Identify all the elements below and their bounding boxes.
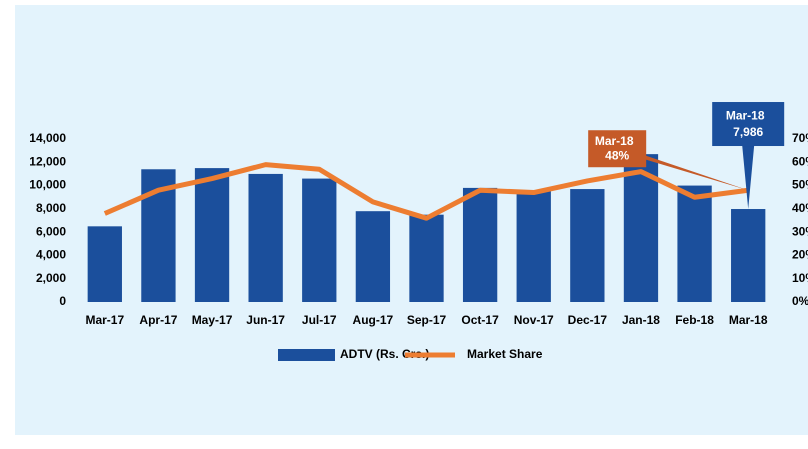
- x-tick-label: Nov-17: [514, 313, 554, 327]
- x-tick-label: Jun-17: [246, 313, 285, 327]
- y2-tick-label: 70%: [792, 131, 808, 145]
- y-tick-label: 4,000: [36, 248, 66, 262]
- bar: [731, 209, 766, 302]
- y-tick-label: 10,000: [29, 178, 66, 192]
- legend-label: ADTV (Rs. Crs.): [340, 347, 429, 361]
- legend-swatch: [278, 349, 335, 361]
- x-tick-label: Dec-17: [568, 313, 608, 327]
- y-tick-label: 6,000: [36, 224, 66, 238]
- y-tick-label: 12,000: [29, 154, 66, 168]
- callout-category: Mar-18: [726, 108, 765, 122]
- callout-box: [588, 130, 647, 168]
- line: [103, 162, 749, 221]
- bar: [570, 189, 605, 302]
- callout-box: [712, 102, 785, 147]
- x-tick-label: May-17: [192, 313, 233, 327]
- x-tick-label: Jul-17: [302, 313, 337, 327]
- y2-tick-label: 60%: [792, 154, 808, 168]
- x-tick-label: Mar-17: [85, 313, 124, 327]
- bar: [462, 187, 498, 302]
- y2-tick-label: 40%: [792, 201, 808, 215]
- x-tick-label: Oct-17: [461, 313, 499, 327]
- x-tick-label: Mar-18: [729, 313, 768, 327]
- bar: [302, 178, 337, 302]
- bar: [248, 173, 283, 302]
- callout-value: 48%: [605, 148, 629, 162]
- y2-tick-label: 50%: [792, 178, 808, 192]
- y2-tick-label: 10%: [792, 271, 808, 285]
- y2-tick-label: 0%: [792, 294, 808, 308]
- callout-value: 7,986: [733, 125, 763, 139]
- bar: [87, 226, 122, 302]
- y2-tick-label: 30%: [792, 224, 808, 238]
- bar: [194, 168, 230, 302]
- x-tick-label: Sep-17: [407, 313, 447, 327]
- bar: [355, 211, 391, 302]
- y-tick-label: 14,000: [29, 131, 66, 145]
- legend-label: Market Share: [467, 347, 543, 361]
- x-tick-label: Apr-17: [139, 313, 177, 327]
- bar: [677, 185, 712, 302]
- y2-tick-label: 20%: [792, 248, 808, 262]
- x-tick-label: Aug-17: [353, 313, 394, 327]
- y-tick-label: 8,000: [36, 201, 66, 215]
- callout-category: Mar-18: [595, 134, 634, 148]
- y-tick-label: 0: [59, 294, 66, 308]
- bar: [516, 190, 551, 302]
- bar: [409, 214, 444, 302]
- y-tick-label: 2,000: [36, 271, 66, 285]
- x-tick-label: Feb-18: [675, 313, 714, 327]
- x-tick-label: Jan-18: [622, 313, 660, 327]
